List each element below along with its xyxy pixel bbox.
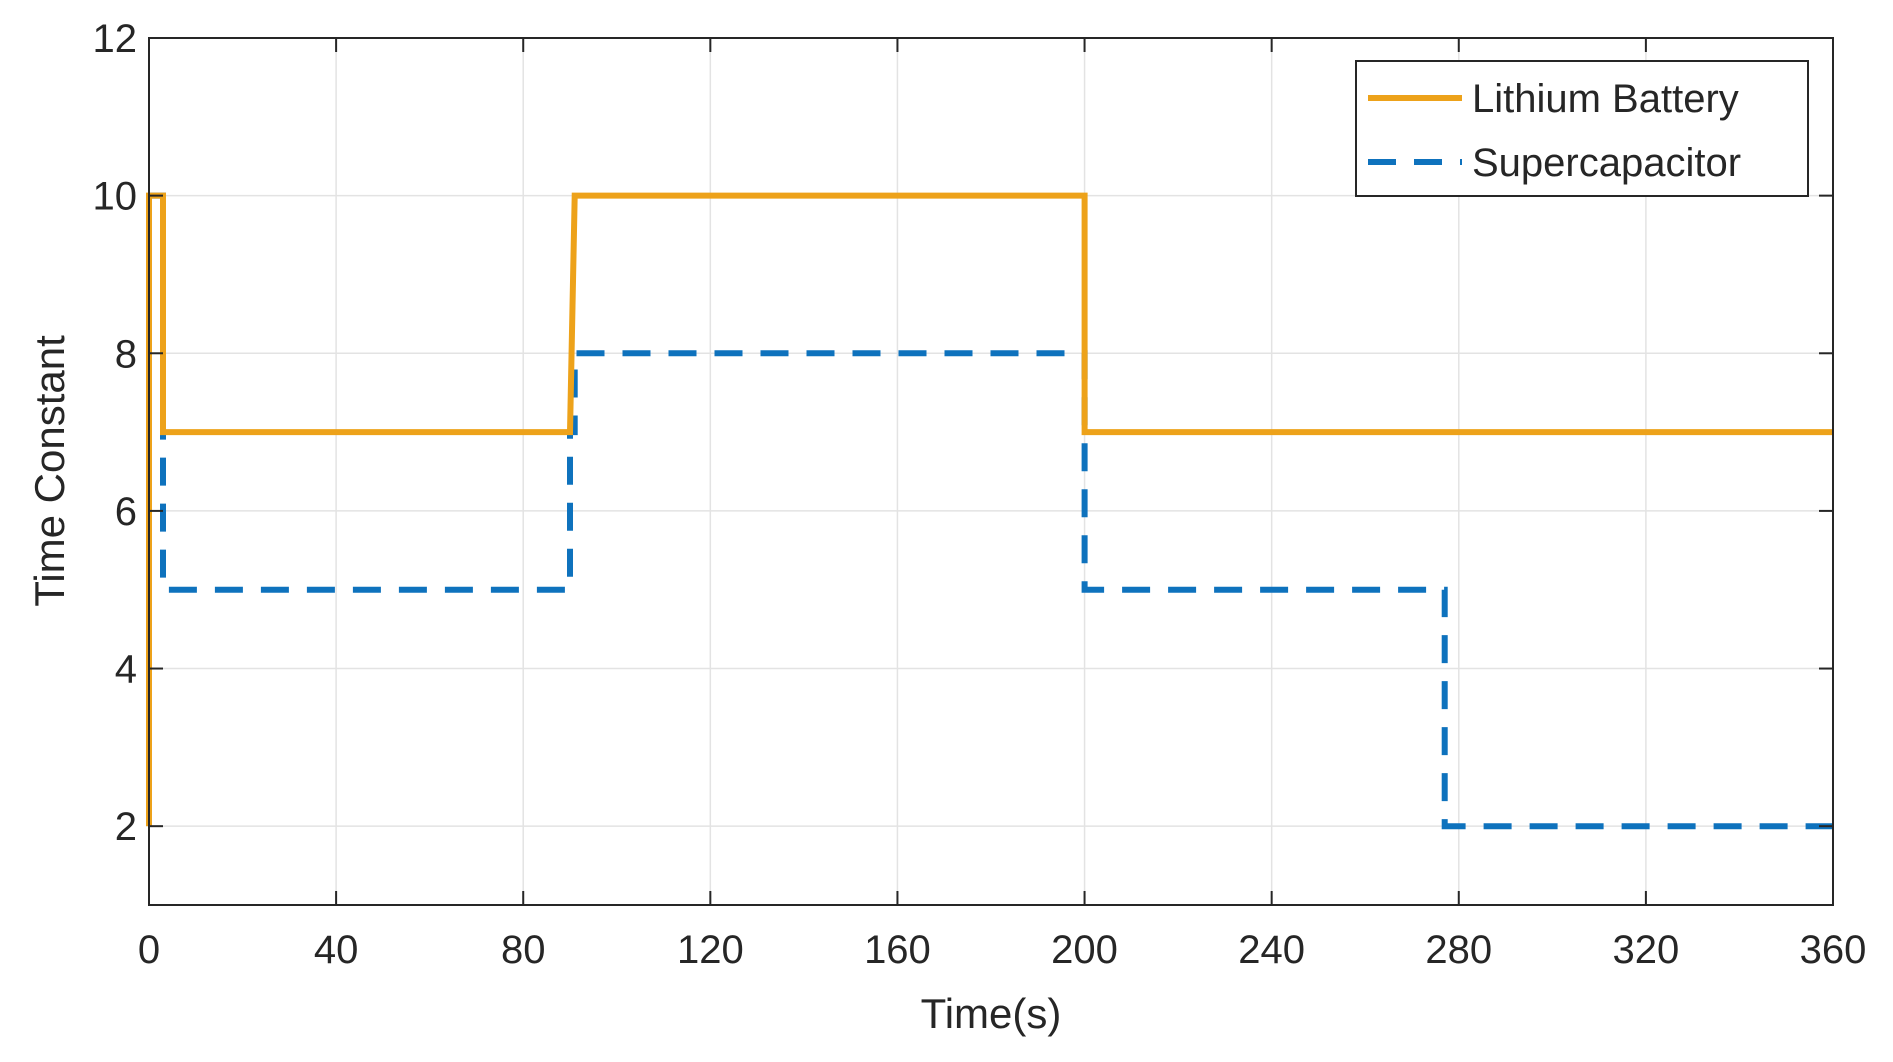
x-tick-label: 40	[314, 928, 359, 972]
x-tick-label: 320	[1613, 928, 1680, 972]
x-tick-label: 200	[1051, 928, 1118, 972]
x-tick-label: 360	[1800, 928, 1867, 972]
y-tick-label: 2	[115, 805, 137, 849]
x-axis-label: Time(s)	[921, 990, 1062, 1037]
plot-frame	[148, 37, 1834, 906]
x-tick-label: 80	[501, 928, 546, 972]
legend-label-lithium-battery: Lithium Battery	[1472, 77, 1739, 121]
series-line-supercapacitor	[149, 192, 1833, 830]
legend-box	[1355, 60, 1809, 197]
tick-labels: 0 40 80 120 160 200 240 280 320 360 2 4 6 8 10 12	[93, 17, 1867, 972]
legend-label-supercapacitor: Supercapacitor	[1472, 141, 1741, 185]
y-tick-label: 10	[93, 175, 138, 219]
y-tick-label: 8	[115, 332, 137, 376]
x-tick-label: 0	[138, 928, 160, 972]
y-tick-label: 4	[115, 648, 137, 692]
axis-ticks	[148, 37, 1834, 905]
x-tick-label: 120	[677, 928, 744, 972]
legend: Lithium Battery Supercapacitor	[1355, 60, 1809, 197]
x-tick-label: 160	[864, 928, 931, 972]
y-axis-label: Time Constant	[26, 335, 73, 607]
y-tick-label: 6	[115, 490, 137, 534]
x-tick-label: 280	[1425, 928, 1492, 972]
x-tick-label: 240	[1238, 928, 1305, 972]
y-tick-label: 12	[93, 17, 138, 61]
